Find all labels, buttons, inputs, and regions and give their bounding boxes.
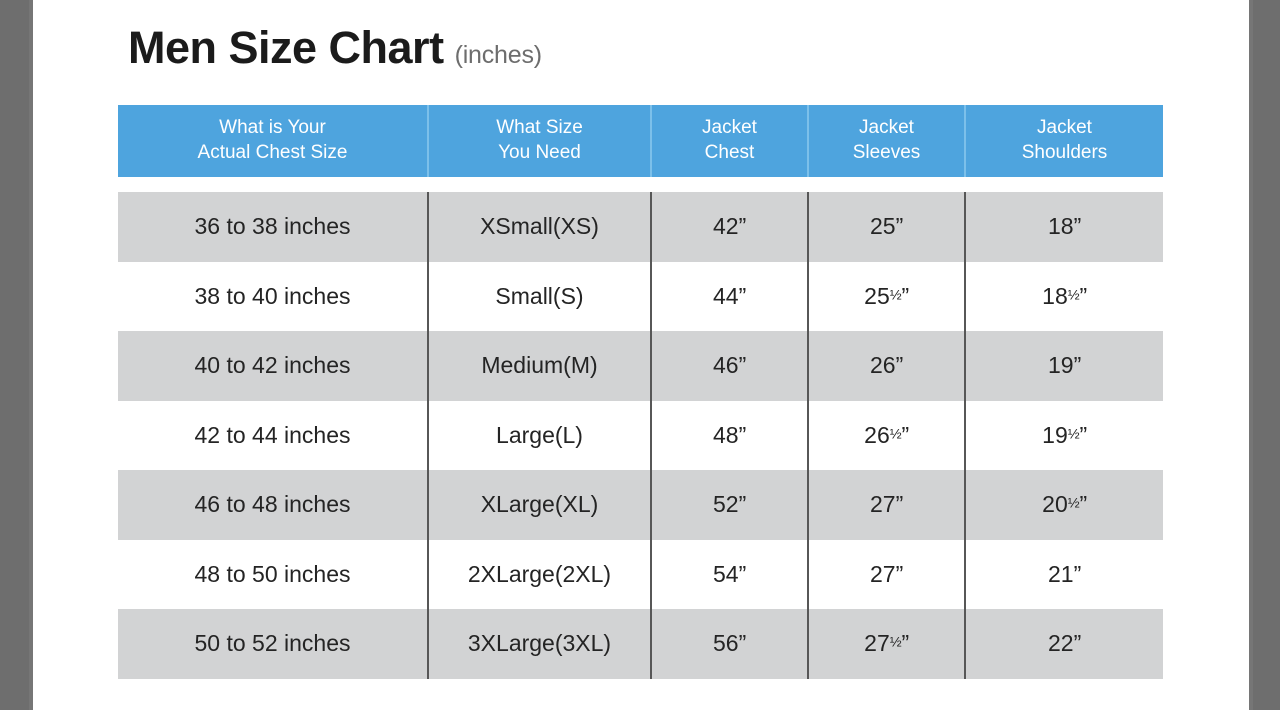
inch-mark-glyph: ”: [738, 282, 747, 309]
inch-mark-glyph: ”: [738, 560, 747, 587]
half-fraction-glyph: ½: [889, 426, 902, 443]
cell-jacket-shoulders: 18”: [965, 192, 1163, 262]
cell-jacket-sleeves: 25½”: [808, 261, 966, 332]
inch-mark-glyph: ”: [738, 630, 747, 657]
inch-mark-glyph: ”: [1079, 491, 1087, 518]
cell-chest-size: 46 to 48 inches: [118, 470, 429, 540]
cell-size-needed: Small(S): [428, 261, 652, 332]
inch-mark-glyph: ”: [1073, 630, 1082, 657]
inch-mark-glyph: ”: [901, 421, 909, 448]
cell-jacket-chest: 52”: [651, 470, 809, 540]
column-header-jacket-shoulders: Jacket Shoulders: [965, 105, 1163, 178]
inch-mark-glyph: ”: [1073, 213, 1082, 240]
header-row: What is Your Actual Chest Size What Size…: [118, 105, 1163, 178]
cell-jacket-shoulders: 20½”: [965, 470, 1163, 540]
right-letterbox-band: [1249, 0, 1280, 710]
cell-jacket-sleeves: 26½”: [808, 400, 966, 471]
table-body: 36 to 38 inches XSmall(XS) 42” 25” 18” 38 to …: [118, 177, 1163, 679]
cell-size-needed: 3XLarge(3XL): [428, 609, 652, 679]
cell-size-needed: XLarge(XL): [428, 470, 652, 540]
cell-jacket-chest: 56”: [651, 609, 809, 679]
cell-chest-size: 42 to 44 inches: [118, 400, 429, 471]
cell-jacket-sleeves: 27”: [808, 470, 966, 540]
inch-mark-glyph: ”: [895, 213, 904, 240]
inch-mark-glyph: ”: [1079, 421, 1087, 448]
inch-mark-glyph: ”: [738, 213, 747, 240]
table-row: 50 to 52 inches 3XLarge(3XL) 56” 27½” 22”: [118, 609, 1163, 679]
page-title: Men Size Chart (inches): [128, 22, 542, 74]
half-fraction-glyph: ½: [1067, 426, 1080, 443]
page-title-main: Men Size Chart: [128, 22, 444, 73]
cell-chest-size: 38 to 40 inches: [118, 261, 429, 332]
cell-jacket-sleeves: 25”: [808, 192, 966, 262]
cell-jacket-shoulders: 22”: [965, 609, 1163, 679]
cell-jacket-chest: 46”: [651, 331, 809, 401]
cell-size-needed: 2XLarge(2XL): [428, 539, 652, 610]
table-row: 42 to 44 inches Large(L) 48” 26½” 19½”: [118, 400, 1163, 471]
cell-jacket-sleeves: 27”: [808, 539, 966, 610]
cell-jacket-chest: 48”: [651, 400, 809, 471]
chart-sheet: Men Size Chart (inches) What is Your Act…: [33, 0, 1249, 710]
cell-jacket-sleeves: 27½”: [808, 609, 966, 679]
cell-jacket-sleeves: 26”: [808, 331, 966, 401]
header-line-1: Jacket: [1037, 117, 1092, 138]
header-line-2: Sleeves: [852, 142, 921, 164]
header-line-2: Chest: [704, 142, 755, 164]
header-line-2: You Need: [498, 142, 581, 164]
cell-jacket-shoulders: 21”: [965, 539, 1163, 610]
inch-mark-glyph: ”: [895, 352, 904, 379]
inch-mark-glyph: ”: [738, 352, 747, 379]
header-line-1: What Size: [496, 117, 583, 138]
inch-mark-glyph: ”: [1073, 560, 1082, 587]
half-fraction-glyph: ½: [1067, 287, 1080, 304]
header-line-1: What is Your: [219, 117, 326, 138]
cell-jacket-chest: 54”: [651, 539, 809, 610]
inch-mark-glyph: ”: [895, 491, 904, 518]
table-row: 36 to 38 inches XSmall(XS) 42” 25” 18”: [118, 192, 1163, 262]
cell-size-needed: Medium(M): [428, 331, 652, 401]
column-header-chest-size: What is Your Actual Chest Size: [118, 105, 429, 178]
inch-mark-glyph: ”: [738, 491, 747, 518]
cell-chest-size: 50 to 52 inches: [118, 609, 429, 679]
cell-jacket-shoulders: 19”: [965, 331, 1163, 401]
header-line-1: Jacket: [859, 117, 914, 138]
header-line-1: Jacket: [702, 117, 757, 138]
cell-size-needed: Large(L): [428, 400, 652, 471]
column-header-size-needed: What Size You Need: [428, 105, 652, 178]
inch-mark-glyph: ”: [901, 630, 909, 657]
page-title-units: (inches): [454, 41, 543, 69]
header-line-2: Actual Chest Size: [197, 142, 348, 164]
inch-mark-glyph: ”: [1073, 352, 1082, 379]
cell-size-needed: XSmall(XS): [428, 192, 652, 262]
cell-jacket-shoulders: 18½”: [965, 261, 1163, 332]
half-fraction-glyph: ½: [889, 634, 902, 651]
cell-chest-size: 48 to 50 inches: [118, 539, 429, 610]
table-header: What is Your Actual Chest Size What Size…: [118, 105, 1163, 178]
inch-mark-glyph: ”: [901, 282, 909, 309]
half-fraction-glyph: ½: [889, 287, 902, 304]
size-chart-table: What is Your Actual Chest Size What Size…: [118, 105, 1163, 679]
inch-mark-glyph: ”: [895, 560, 904, 587]
inch-mark-glyph: ”: [1079, 282, 1087, 309]
cell-chest-size: 36 to 38 inches: [118, 192, 429, 262]
table-row: 48 to 50 inches 2XLarge(2XL) 54” 27” 21”: [118, 539, 1163, 610]
half-fraction-glyph: ½: [1067, 495, 1080, 512]
header-line-2: Shoulders: [1021, 142, 1108, 164]
table-row: 46 to 48 inches XLarge(XL) 52” 27” 20½”: [118, 470, 1163, 540]
cell-chest-size: 40 to 42 inches: [118, 331, 429, 401]
cell-jacket-chest: 42”: [651, 192, 809, 262]
column-header-jacket-sleeves: Jacket Sleeves: [808, 105, 966, 178]
table-row: 38 to 40 inches Small(S) 44” 25½” 18½”: [118, 261, 1163, 332]
table-row: 40 to 42 inches Medium(M) 46” 26” 19”: [118, 331, 1163, 401]
inch-mark-glyph: ”: [738, 421, 747, 448]
cell-jacket-shoulders: 19½”: [965, 400, 1163, 471]
column-header-jacket-chest: Jacket Chest: [651, 105, 809, 178]
left-letterbox-band: [0, 0, 33, 710]
cell-jacket-chest: 44”: [651, 261, 809, 332]
header-body-spacer: [118, 177, 1163, 193]
